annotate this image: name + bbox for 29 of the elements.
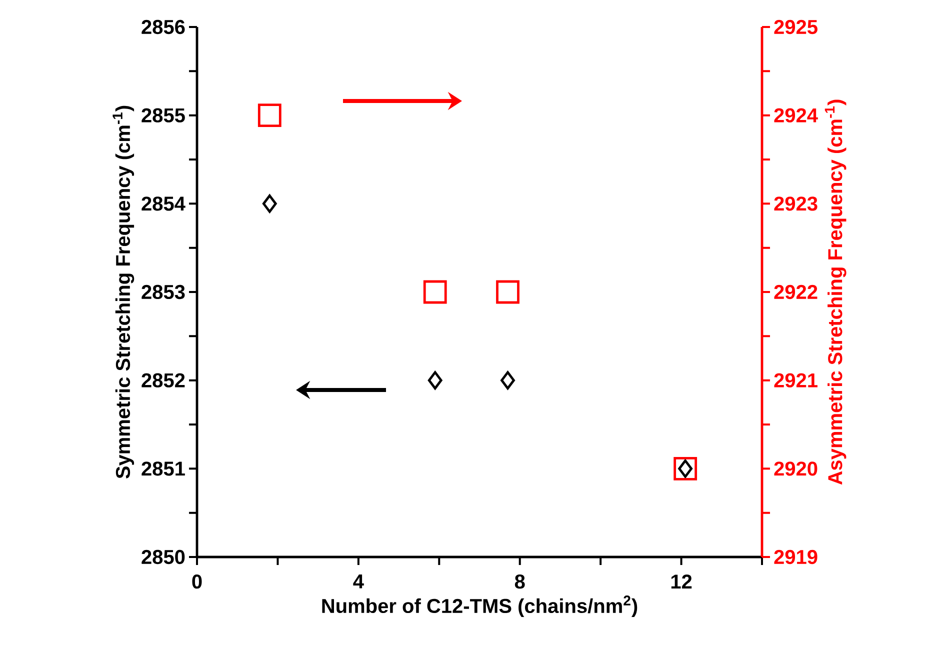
y-axis-title: Symmetric Stretching Frequency (cm$^{-1}$) — [112, 106, 134, 478]
y2-tick-label: 2925 — [774, 20, 818, 34]
point — [262, 194, 277, 213]
x-tick-label: 4 — [353, 574, 364, 588]
point — [423, 280, 447, 304]
y-tick-label: 2851 — [142, 462, 185, 476]
y2-axis-title: Asymmetric Stretching Frequency (cm$^{-1}$) — [824, 100, 846, 485]
y2-tick-label: 2923 — [774, 196, 818, 211]
x-tick-label: 8 — [514, 574, 525, 589]
point — [500, 371, 515, 390]
point — [496, 280, 520, 304]
y-tick-label: 2854 — [142, 196, 186, 211]
x-tick-label: 0 — [192, 574, 202, 589]
y-tick-label: 2853 — [142, 284, 185, 300]
y2-tick-label: 2920 — [774, 462, 818, 476]
point — [678, 459, 693, 478]
y-tick-label: 2850 — [142, 550, 185, 564]
point — [258, 104, 282, 128]
y-tick-label: 2855 — [142, 108, 185, 122]
x-tick-label: 12 — [671, 574, 692, 588]
point — [428, 371, 442, 390]
y2-tick-label: 2921 — [774, 373, 818, 388]
point — [674, 456, 698, 480]
y2-tick-label: 2919 — [774, 550, 818, 564]
y-tick-label: 2856 — [142, 20, 185, 34]
x-axis-title: Number of C12-TMS (chains/nm$^{2}$) — [322, 596, 638, 618]
y-tick-label: 2852 — [142, 373, 185, 388]
y2-tick-label: 2922 — [774, 284, 818, 300]
y2-tick-label: 2924 — [774, 108, 818, 122]
